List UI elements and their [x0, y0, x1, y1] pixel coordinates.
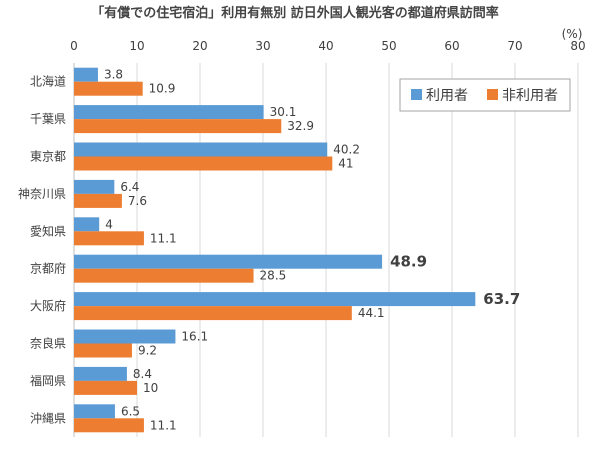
bar-user [74, 217, 100, 232]
x-tick-label: 40 [318, 39, 333, 53]
x-tick-label: 30 [255, 39, 270, 53]
data-label: 6.4 [120, 180, 139, 194]
data-label: 40.2 [333, 143, 360, 157]
bar-nonuser [74, 193, 122, 208]
category-label: 北海道 [30, 74, 66, 89]
chart-title: 「有償での住宅宿泊」利用有無別 訪日外国人観光客の都道府県訪問率 [91, 5, 499, 21]
x-axis-ticks: 0 10 20 30 40 50 60 70 80 [70, 39, 585, 53]
x-tick-label: 80 [570, 39, 585, 53]
category-label: 沖縄県 [30, 410, 66, 425]
data-label: 30.1 [270, 105, 297, 119]
data-label: 28.5 [260, 269, 287, 283]
legend: 利用者 非利用者 [399, 78, 571, 112]
data-label: 41 [338, 157, 353, 171]
bar-nonuser [74, 81, 143, 96]
x-tick-label: 0 [70, 39, 78, 53]
bar-user [74, 67, 98, 82]
category-label: 大阪府 [30, 298, 66, 313]
data-label: 9.2 [138, 344, 157, 358]
bar-user [74, 254, 383, 269]
x-tick-label: 50 [381, 39, 396, 53]
data-label: 32.9 [287, 119, 314, 133]
bar-user [74, 329, 176, 344]
data-labels: 3.8 10.9 30.132.9 40.241 6.47.6 4 11.1 48.9 28.5… [104, 68, 520, 433]
category-label: 神奈川県 [18, 187, 66, 201]
data-label: 10.9 [149, 82, 176, 96]
data-label: 48.9 [390, 253, 427, 271]
data-label: 11.1 [150, 231, 177, 245]
data-label: 16.1 [181, 330, 208, 344]
data-label: 63.7 [483, 290, 520, 308]
bar-nonuser [74, 306, 352, 321]
x-tick-label: 60 [444, 39, 459, 53]
x-tick-label: 70 [507, 39, 522, 53]
data-label: 4 [105, 217, 113, 231]
category-label: 福岡県 [30, 373, 66, 388]
bars [74, 67, 476, 433]
legend-swatch-user [411, 89, 422, 100]
legend-box [399, 78, 571, 112]
data-label: 8.4 [133, 367, 152, 381]
category-label: 千葉県 [30, 112, 66, 126]
data-label: 7.6 [128, 194, 147, 208]
bar-nonuser [74, 119, 282, 134]
x-tick-label: 20 [192, 39, 207, 53]
category-label: 奈良県 [30, 336, 66, 351]
x-tick-label: 10 [129, 39, 144, 53]
bar-user [74, 142, 328, 157]
data-label: 3.8 [104, 68, 123, 82]
bar-nonuser [74, 268, 254, 283]
data-label: 11.1 [150, 418, 177, 432]
bar-nonuser [74, 156, 333, 171]
unit-label: (%) [562, 27, 583, 41]
data-label: 6.5 [121, 404, 140, 418]
bar-user [74, 404, 115, 419]
category-label: 愛知県 [30, 224, 66, 238]
bar-nonuser [74, 231, 144, 246]
category-label: 京都府 [30, 261, 66, 276]
bar-user [74, 179, 115, 194]
bar-nonuser [74, 418, 144, 433]
bar-user [74, 292, 476, 307]
bar-user [74, 105, 264, 120]
category-label: 東京都 [30, 150, 66, 164]
data-label: 10 [143, 381, 158, 395]
legend-swatch-nonuser [487, 89, 498, 100]
bar-user [74, 366, 127, 381]
legend-label: 非利用者 [502, 88, 558, 104]
bar-nonuser [74, 380, 137, 395]
gridlines [73, 63, 579, 437]
bar-nonuser [74, 343, 132, 358]
legend-label: 利用者 [426, 88, 468, 104]
data-label: 44.1 [358, 306, 385, 320]
